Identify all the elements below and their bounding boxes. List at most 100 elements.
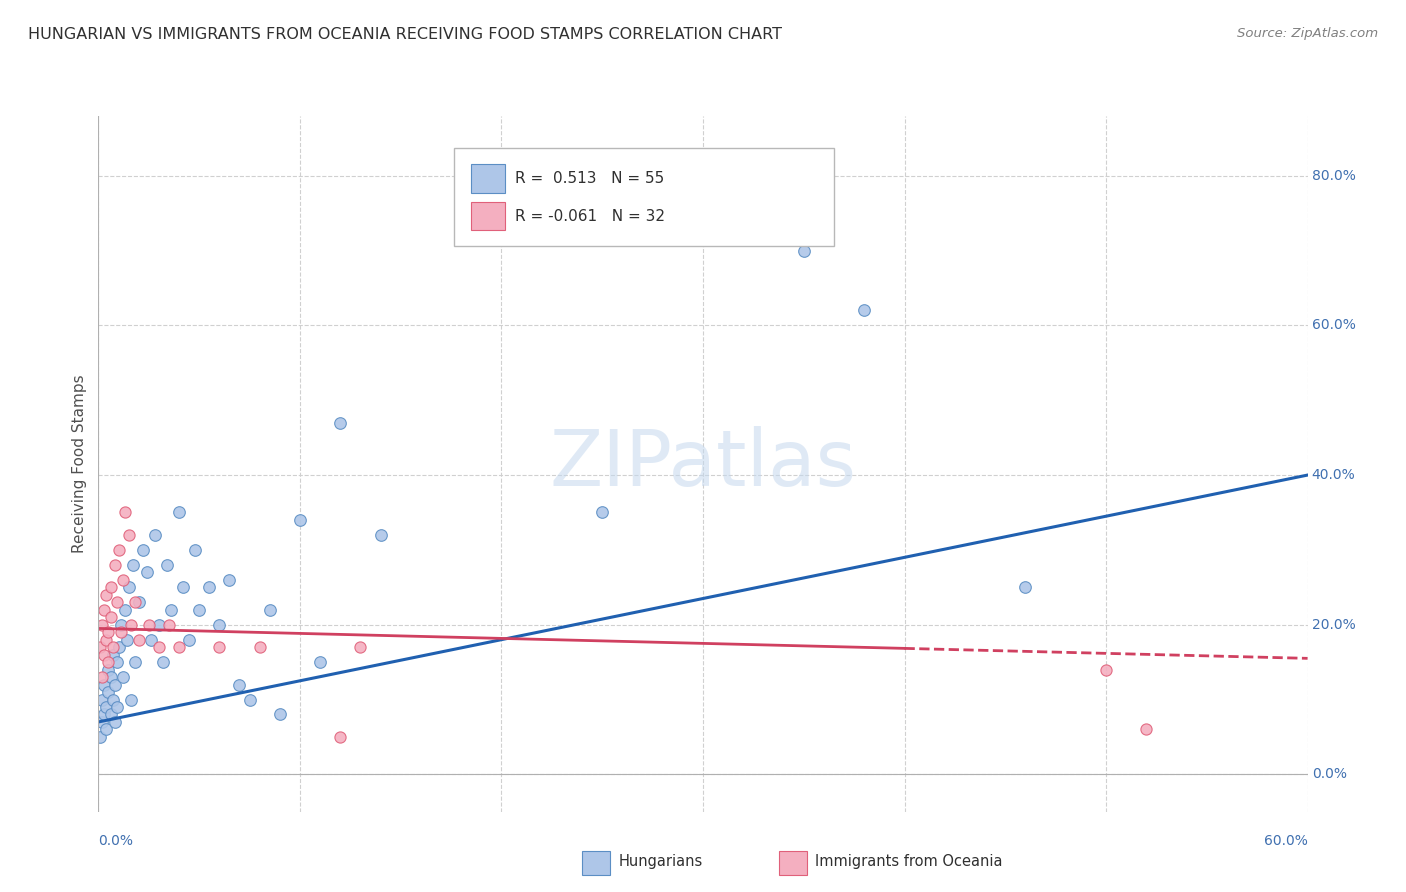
Point [228,677,250,691]
Point [91,670,114,684]
Point [118,580,141,594]
Point [591,506,613,520]
Point [107,640,129,654]
Point [124,655,146,669]
Point [208,617,231,632]
Point [118,528,141,542]
Point [103,714,125,729]
Point [143,528,166,542]
Point [148,617,170,632]
Text: 0.0%: 0.0% [1312,767,1347,781]
Point [148,640,170,654]
Point [97,663,120,677]
Point [100,610,122,624]
Point [100,670,122,684]
Point [107,542,129,557]
Point [93,603,115,617]
Point [111,670,134,684]
Point [208,640,231,654]
Point [89,640,111,654]
Y-axis label: Receiving Food Stamps: Receiving Food Stamps [72,375,87,553]
Point [288,513,311,527]
Point [1095,663,1118,677]
Point [91,692,114,706]
Point [96,632,118,647]
Point [105,700,128,714]
Point [96,723,118,737]
Point [124,595,146,609]
Point [329,416,352,430]
Point [793,244,815,258]
Point [115,632,138,647]
Text: Hungarians: Hungarians [619,854,703,869]
Point [139,632,162,647]
Point [157,617,180,632]
Text: 60.0%: 60.0% [1312,318,1355,333]
Point [1135,723,1157,737]
Point [177,632,201,647]
Text: 0.0%: 0.0% [98,834,134,848]
Point [101,648,124,662]
Point [114,506,136,520]
Text: ZIPatlas: ZIPatlas [550,425,856,502]
Point [105,655,128,669]
Point [89,730,111,744]
Point [111,573,134,587]
Point [239,692,262,706]
Point [188,603,211,617]
Point [120,617,142,632]
Point [156,558,179,572]
Point [249,640,271,654]
Point [103,558,125,572]
Point [138,617,160,632]
Point [121,558,143,572]
Text: 20.0%: 20.0% [1312,617,1355,632]
Point [93,707,115,722]
Point [93,677,115,691]
Point [110,625,132,640]
Point [101,640,124,654]
Point [97,685,120,699]
Text: 60.0%: 60.0% [1264,834,1308,848]
Point [97,655,120,669]
Point [167,640,190,654]
Point [96,588,118,602]
Point [218,573,240,587]
Point [100,707,122,722]
Point [110,617,132,632]
Point [128,632,150,647]
Point [198,580,221,594]
Text: Immigrants from Oceania: Immigrants from Oceania [815,854,1002,869]
Point [114,603,136,617]
Point [269,707,291,722]
Text: HUNGARIAN VS IMMIGRANTS FROM OCEANIA RECEIVING FOOD STAMPS CORRELATION CHART: HUNGARIAN VS IMMIGRANTS FROM OCEANIA REC… [28,27,782,42]
Point [91,617,114,632]
Point [91,714,114,729]
Point [349,640,371,654]
Point [100,580,122,594]
Point [96,700,118,714]
Point [105,595,128,609]
Point [329,730,352,744]
Point [160,603,183,617]
Point [120,692,142,706]
Text: R = -0.061   N = 32: R = -0.061 N = 32 [515,209,665,224]
Point [132,542,155,557]
Point [128,595,150,609]
Point [184,542,207,557]
Text: 40.0%: 40.0% [1312,468,1355,482]
Point [370,528,392,542]
Text: Source: ZipAtlas.com: Source: ZipAtlas.com [1237,27,1378,40]
Point [135,566,157,580]
Point [259,603,281,617]
Point [93,648,115,662]
Point [172,580,194,594]
Point [1014,580,1036,594]
Point [853,303,876,318]
Point [309,655,332,669]
Point [101,692,124,706]
Point [167,506,190,520]
Point [97,625,120,640]
Text: R =  0.513   N = 55: R = 0.513 N = 55 [515,171,664,186]
Text: 80.0%: 80.0% [1312,169,1355,183]
